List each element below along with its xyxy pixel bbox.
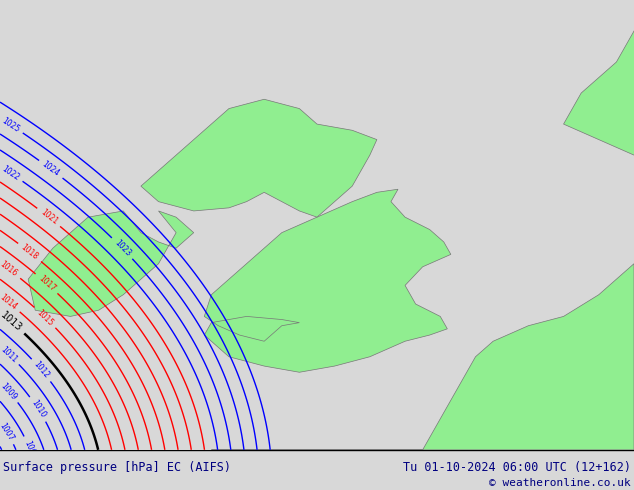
Text: Surface pressure [hPa] EC (AIFS): Surface pressure [hPa] EC (AIFS) (3, 461, 231, 474)
Text: 1011: 1011 (0, 344, 18, 364)
Text: 1024: 1024 (41, 160, 61, 178)
Text: 1021: 1021 (39, 208, 59, 227)
Polygon shape (204, 189, 451, 372)
Polygon shape (564, 0, 634, 155)
Polygon shape (28, 211, 194, 317)
Text: 1018: 1018 (20, 243, 40, 262)
Text: 1009: 1009 (0, 381, 18, 401)
Text: Tu 01-10-2024 06:00 UTC (12+162): Tu 01-10-2024 06:00 UTC (12+162) (403, 461, 631, 474)
Text: 1015: 1015 (35, 308, 55, 327)
Polygon shape (141, 99, 377, 217)
Text: 1012: 1012 (32, 360, 51, 380)
Text: 1008: 1008 (22, 439, 38, 461)
Text: 1023: 1023 (112, 238, 132, 258)
Text: © weatheronline.co.uk: © weatheronline.co.uk (489, 478, 631, 488)
Text: 1013: 1013 (0, 310, 24, 334)
Text: 1025: 1025 (0, 116, 21, 134)
Text: 1017: 1017 (37, 274, 57, 294)
Text: 1016: 1016 (0, 260, 19, 279)
Text: 1014: 1014 (0, 293, 19, 312)
Polygon shape (211, 264, 634, 450)
Text: 1010: 1010 (29, 398, 47, 419)
Text: 1022: 1022 (0, 164, 21, 182)
Text: 1007: 1007 (0, 421, 15, 442)
